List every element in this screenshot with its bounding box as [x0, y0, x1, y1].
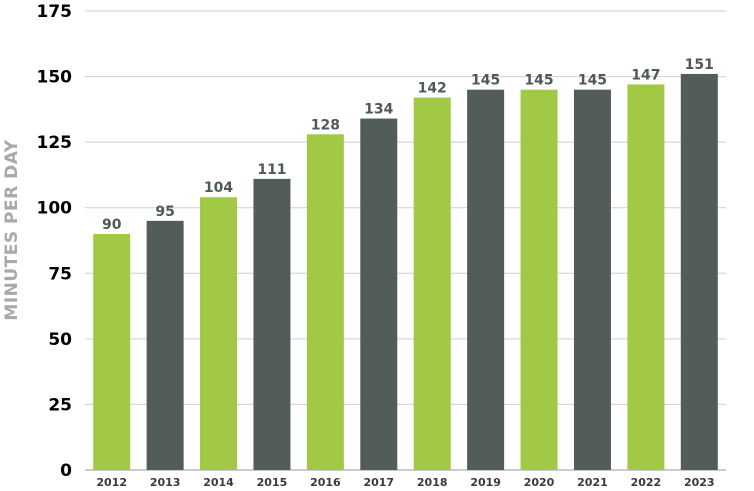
data-label: 151	[685, 57, 714, 73]
bar-2021	[573, 89, 611, 470]
x-tick-label: 2018	[417, 476, 448, 489]
y-tick-label: 0	[60, 461, 72, 481]
y-tick-label: 100	[37, 199, 73, 219]
x-tick-label: 2013	[150, 476, 181, 489]
x-tick-label: 2023	[684, 476, 715, 489]
data-label: 111	[257, 162, 286, 178]
bar-2022	[627, 84, 665, 470]
y-axis-label: MINUTES PER DAY	[2, 139, 22, 320]
bar-2013	[146, 220, 184, 470]
bar-2017	[360, 118, 398, 470]
data-label: 90	[102, 217, 122, 233]
y-tick-label: 50	[48, 330, 72, 350]
data-label: 95	[155, 204, 174, 220]
data-label: 134	[364, 102, 393, 118]
x-tick-label: 2014	[203, 476, 234, 489]
data-label: 128	[311, 117, 340, 133]
bar-2015	[253, 178, 291, 470]
x-tick-label: 2016	[310, 476, 341, 489]
x-tick-label: 2017	[363, 476, 394, 489]
x-axis-ticks: 2012 2013 2014 2015 2016 2017 2018 2019 2020 2021…	[96, 476, 714, 489]
y-tick-label: 25	[48, 395, 72, 415]
y-tick-label: 75	[48, 264, 72, 284]
x-tick-label: 2022	[631, 476, 662, 489]
data-label: 147	[631, 67, 660, 83]
x-tick-label: 2021	[577, 476, 608, 489]
x-tick-label: 2020	[524, 476, 555, 489]
data-label: 145	[578, 73, 607, 89]
data-label: 145	[471, 73, 500, 89]
bar-2019	[467, 89, 505, 470]
x-tick-label: 2019	[470, 476, 501, 489]
x-tick-label: 2012	[96, 476, 127, 489]
y-axis-ticks: 0 25 50 75 100 125 150 175	[37, 2, 73, 481]
data-label: 142	[418, 81, 447, 97]
x-tick-label: 2015	[257, 476, 288, 489]
data-label: 104	[204, 180, 233, 196]
bars	[93, 73, 718, 471]
bar-2018	[413, 97, 451, 470]
y-tick-label: 150	[37, 68, 73, 88]
gridlines	[85, 10, 726, 471]
y-tick-label: 175	[37, 2, 73, 22]
bar-2023	[680, 73, 718, 470]
data-labels: 90 95 104 111 128 134 142 145 145 145 147 151	[102, 57, 714, 233]
y-tick-label: 125	[37, 133, 73, 153]
bar-2016	[306, 134, 344, 470]
data-label: 145	[524, 73, 553, 89]
bar-2012	[93, 233, 131, 470]
bar-2020	[520, 89, 558, 470]
bar-2014	[200, 197, 238, 471]
